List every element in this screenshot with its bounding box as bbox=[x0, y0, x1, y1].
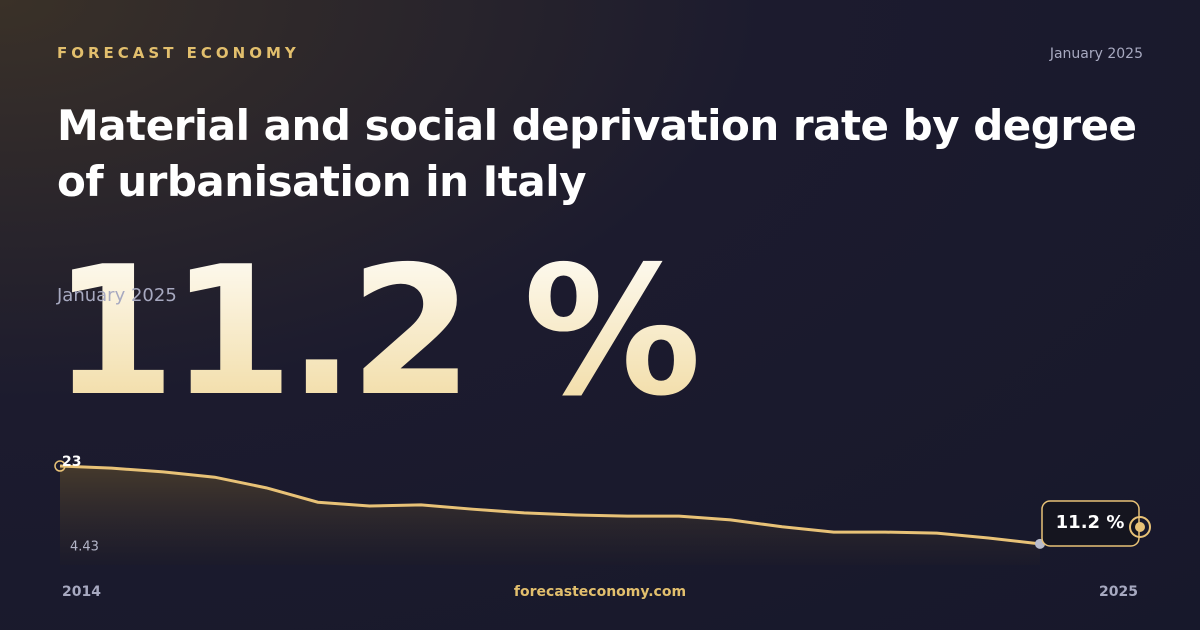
date: January 2025 bbox=[1049, 46, 1143, 62]
title: Material and social deprivation rate by … bbox=[57, 101, 1137, 206]
end-marker bbox=[1135, 522, 1145, 532]
headline-value: 11.2 % bbox=[52, 228, 701, 435]
y-tick-label: 4.43 bbox=[70, 540, 99, 555]
x-tick-label: 2025 bbox=[1099, 584, 1138, 600]
x-tick-label: 2014 bbox=[62, 584, 101, 600]
line bbox=[59, 464, 1041, 546]
end-marker-ring bbox=[1129, 516, 1151, 538]
brand: FORECAST ECONOMY bbox=[57, 44, 300, 62]
end-label: 11.2 % bbox=[1056, 512, 1125, 533]
area bbox=[60, 466, 1040, 565]
headline-date: January 2025 bbox=[57, 285, 177, 306]
start-point bbox=[54, 460, 66, 472]
y-tick-label: 23 bbox=[62, 454, 81, 470]
footer: forecasteconomy.com bbox=[513, 584, 687, 600]
